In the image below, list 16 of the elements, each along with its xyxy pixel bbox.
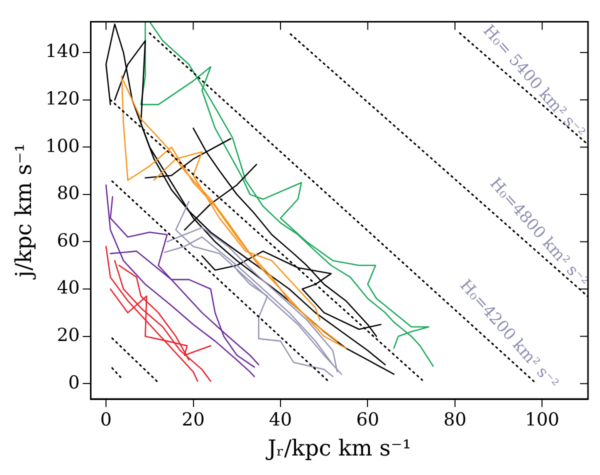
y-tick-label: 80 [56,183,80,204]
x-tick-label: 60 [356,409,380,430]
y-axis-title: j/kpc km s⁻¹ [12,143,37,280]
y-tick-label: 40 [56,278,80,299]
x-tick-label: 80 [444,409,466,430]
x-axis-title: Jᵣ/kpc km s⁻¹ [266,436,412,462]
y-tick-label: 20 [56,325,80,346]
y-tick-label: 140 [45,41,80,62]
y-tick-label: 120 [45,88,80,110]
y-tick-label: 60 [56,230,80,252]
y-tick-label: 0 [68,372,80,394]
x-tick-label: 0 [100,409,112,430]
x-tick-label: 100 [525,409,560,430]
y-tick-label: 100 [45,136,80,157]
x-tick-label: 20 [182,409,205,430]
x-tick-label: 40 [269,409,292,430]
